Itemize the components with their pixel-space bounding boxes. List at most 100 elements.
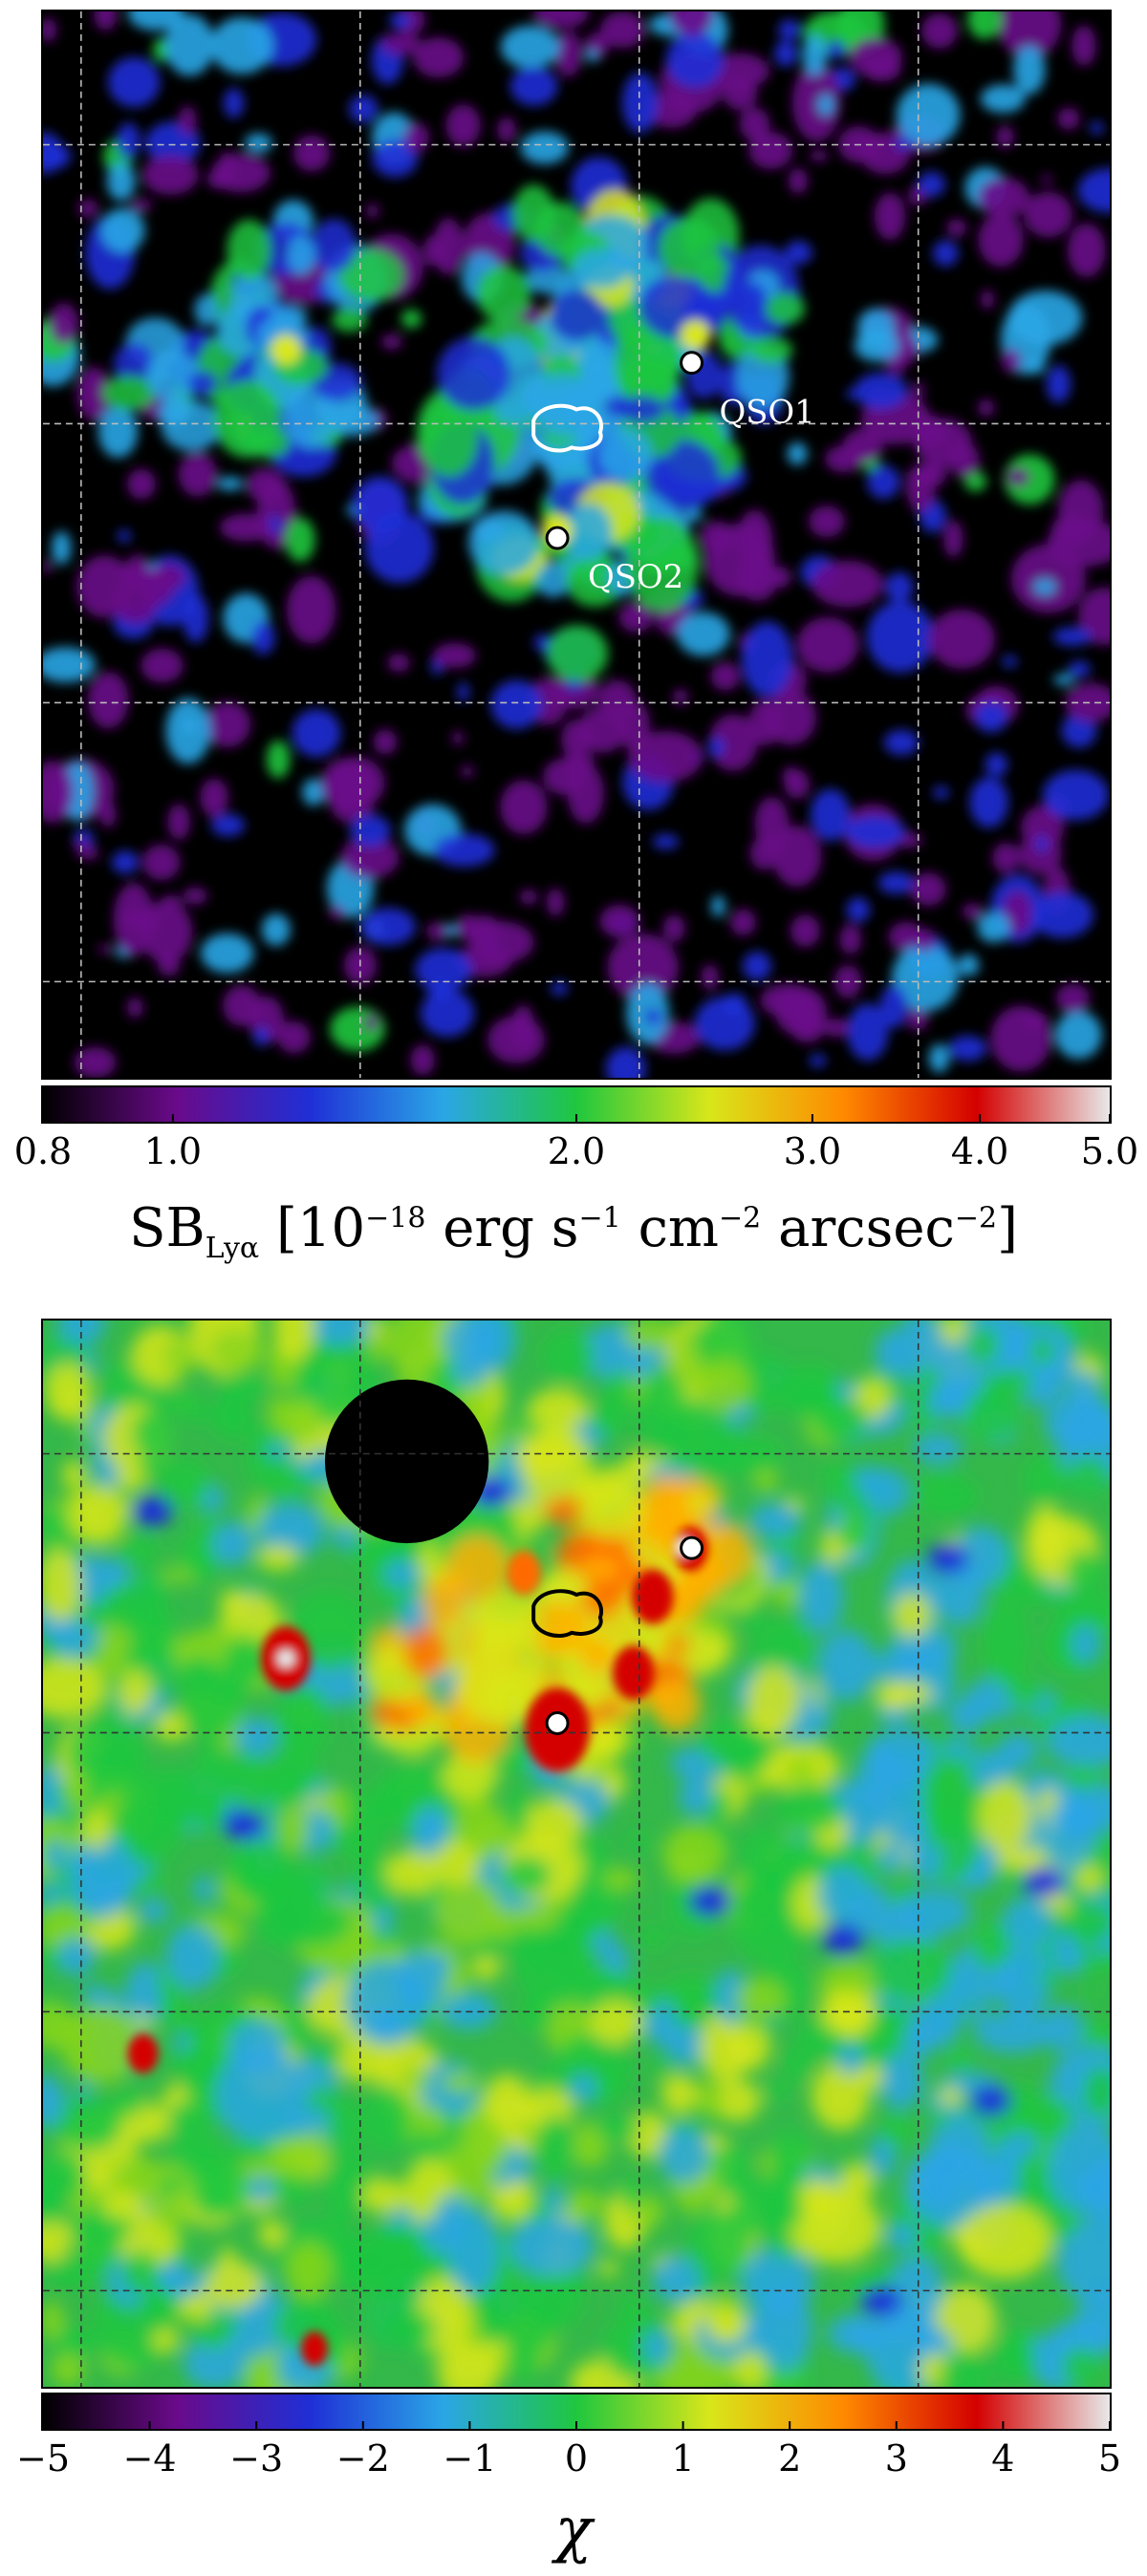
emission-blob <box>977 912 1010 943</box>
chi-blob <box>799 1686 816 1715</box>
chi-blob <box>602 1867 638 1891</box>
chi-blob <box>913 1432 963 1465</box>
emission-blob <box>511 1004 535 1050</box>
chi-blob <box>589 1930 617 1953</box>
emission-blob <box>708 714 758 771</box>
emission-blob <box>253 1026 270 1046</box>
chi-blob <box>62 1459 87 1491</box>
chi-blob <box>267 1782 293 1814</box>
emission-blob <box>894 138 915 150</box>
grid-lines <box>43 1320 1110 2387</box>
chi-blob <box>581 1555 619 1581</box>
emission-blob <box>808 505 845 538</box>
emission-blob <box>126 997 143 1019</box>
emission-blob <box>400 310 422 329</box>
emission-blob <box>564 504 613 561</box>
chi-max-peak <box>277 1649 295 1667</box>
emission-blob <box>854 330 899 362</box>
emission-blob <box>183 887 207 905</box>
emission-blob <box>413 37 465 78</box>
chi-blob <box>806 1374 827 1404</box>
grid-lines <box>43 11 1110 1078</box>
chi-blob <box>889 2255 943 2315</box>
emission-blob <box>1061 713 1097 748</box>
chi-blob <box>384 1851 440 1896</box>
chi-blob <box>145 2162 192 2231</box>
chi-blob <box>118 1669 153 1716</box>
chi-blob <box>774 1784 842 1835</box>
emission-blob <box>1013 45 1046 95</box>
colorbar-tick-label: 2.0 <box>547 1130 606 1172</box>
chi-blob <box>698 1522 753 1587</box>
chi-blob <box>770 2155 790 2179</box>
chi-blob <box>1075 1864 1104 1892</box>
chi-blob <box>542 1328 595 1383</box>
chi-blob <box>373 1725 400 1744</box>
chi-blob <box>173 2033 191 2052</box>
chi-blob <box>170 1387 197 1418</box>
chi-blob <box>947 2046 971 2071</box>
colorbar-tick-label: 4.0 <box>950 1130 1009 1172</box>
emission-blob <box>774 40 797 67</box>
emission-blob <box>117 122 141 160</box>
emission-blob <box>43 647 96 683</box>
emission-blob <box>181 719 197 734</box>
emission-blob <box>365 204 379 219</box>
emission-blob <box>445 104 481 147</box>
chi-blob <box>162 1568 178 1584</box>
emission-blob <box>962 903 984 920</box>
chi-blob <box>210 1520 254 1566</box>
chi-blob <box>1060 2347 1103 2387</box>
chi-blob <box>533 1542 551 1564</box>
emission-blob <box>546 625 609 682</box>
chi-blob <box>331 1527 358 1550</box>
emission-blob <box>338 248 404 302</box>
emission-blob <box>372 139 419 178</box>
chi-blob <box>292 1441 314 1461</box>
chi-blob <box>432 1840 479 1886</box>
emission-blob <box>622 72 659 134</box>
emission-blob <box>167 804 190 841</box>
chi-blob <box>780 1835 829 1876</box>
emission-blob <box>1042 769 1109 821</box>
emission-blob <box>535 562 572 598</box>
qso1-marker <box>680 351 704 376</box>
sb-label-sub: Lyα <box>205 1232 260 1266</box>
chi-blob <box>132 1408 174 1461</box>
emission-blob <box>963 471 987 492</box>
sb-label-cm: cm <box>620 1197 720 1259</box>
chi-blob <box>528 1388 589 1432</box>
chi-blob <box>858 2064 884 2090</box>
chi-blob <box>308 1320 371 1346</box>
chi-blob <box>159 1991 190 2029</box>
chi-blob <box>117 1536 159 1565</box>
chi-blob <box>43 1658 106 1719</box>
emission-blob <box>292 135 331 172</box>
chi-blob <box>816 1630 876 1702</box>
emission-blob <box>652 834 680 849</box>
emission-blob <box>457 681 469 702</box>
emission-blob <box>216 476 244 491</box>
chi-blob <box>193 1875 215 1904</box>
chi-peak <box>631 1569 674 1624</box>
chi-blob <box>51 2352 85 2387</box>
emission-blob <box>1047 519 1110 567</box>
emission-blob <box>741 621 793 698</box>
colorbar-tick-label: 4 <box>991 2437 1015 2479</box>
emission-blob <box>223 985 262 1027</box>
chi-blob <box>502 2179 531 2221</box>
emission-blob <box>94 11 118 31</box>
chi-blob <box>405 1691 439 1726</box>
emission-blob <box>625 517 700 612</box>
chi-blob <box>978 1780 1032 1854</box>
emission-blob <box>287 575 336 644</box>
emission-blob <box>533 11 590 29</box>
emission-blob <box>788 167 809 194</box>
chi-blob <box>43 2074 66 2128</box>
emission-blob <box>1006 467 1030 487</box>
chi-blob <box>183 2336 247 2387</box>
chi-negative-patch <box>859 2286 902 2317</box>
contour-black <box>531 1589 603 1638</box>
emission-blob <box>662 914 685 942</box>
emission-blob <box>349 814 391 848</box>
